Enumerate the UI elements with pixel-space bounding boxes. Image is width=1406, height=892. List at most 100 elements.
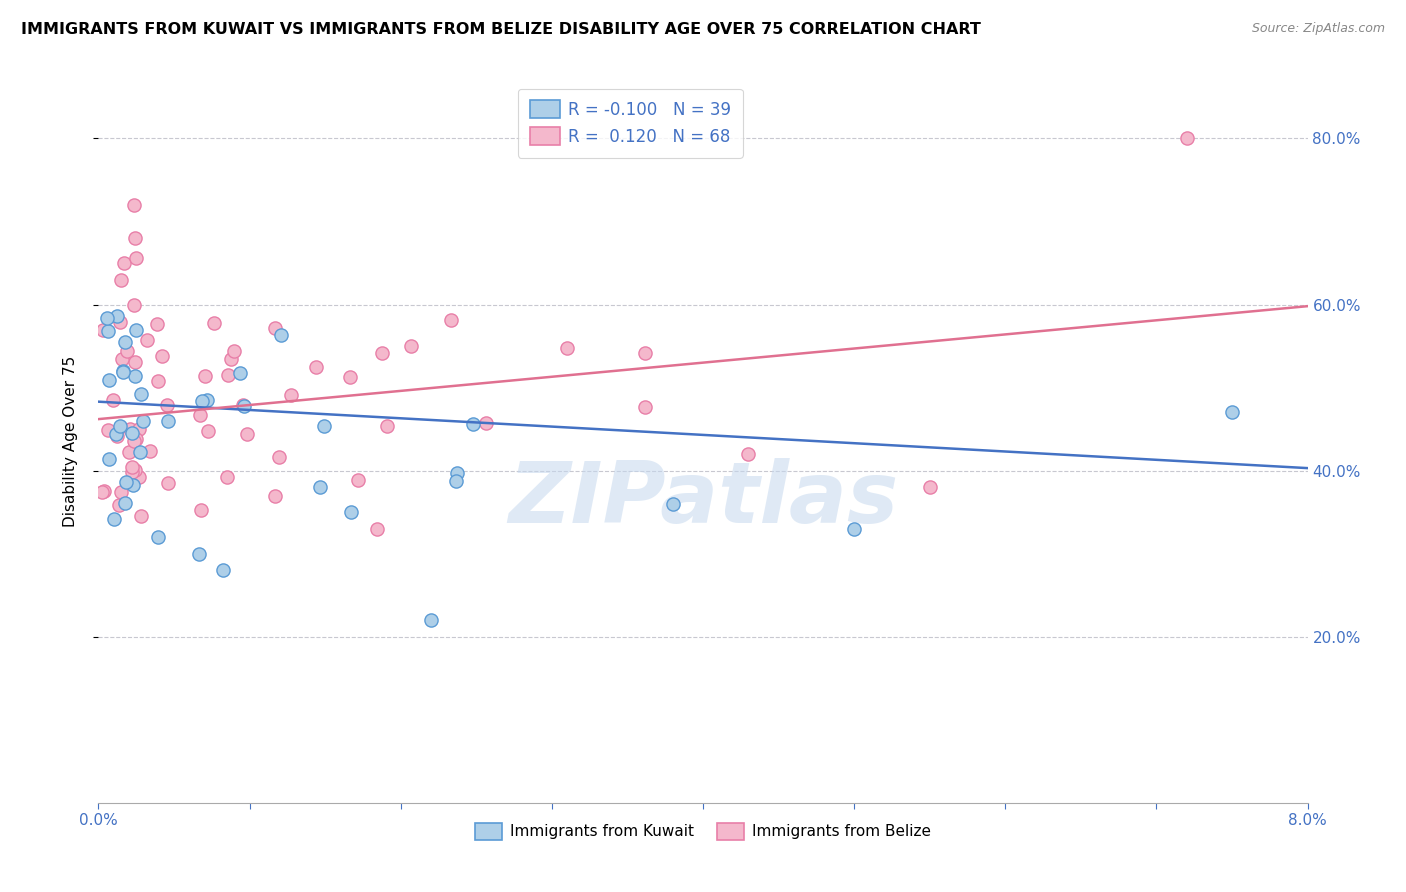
Point <box>229 366 252 380</box>
Point <box>97 374 120 388</box>
Point <box>195 392 218 407</box>
Point <box>115 475 138 490</box>
Point <box>97 452 120 467</box>
Point <box>156 398 179 412</box>
Point <box>146 374 169 388</box>
Point <box>202 316 225 330</box>
Point <box>1175 131 1198 145</box>
Point <box>270 328 292 343</box>
Point <box>212 563 235 577</box>
Point <box>115 343 138 358</box>
Point <box>97 423 120 437</box>
Text: ZIPatlas: ZIPatlas <box>508 458 898 541</box>
Point <box>312 418 335 433</box>
Point <box>129 387 152 401</box>
Point <box>96 310 118 325</box>
Point <box>844 522 866 536</box>
Point <box>97 324 120 338</box>
Point <box>128 422 150 436</box>
Point <box>105 427 128 442</box>
Point <box>118 421 141 435</box>
Point <box>280 388 302 402</box>
Point <box>124 369 146 384</box>
Point <box>132 414 155 428</box>
Point <box>146 530 169 544</box>
Point <box>224 344 246 359</box>
Legend: Immigrants from Kuwait, Immigrants from Belize: Immigrants from Kuwait, Immigrants from … <box>468 817 938 846</box>
Point <box>190 503 212 517</box>
Point <box>375 419 398 434</box>
Point <box>122 198 145 212</box>
Point <box>138 444 160 458</box>
Point <box>122 478 145 492</box>
Point <box>401 339 423 353</box>
Point <box>114 334 136 349</box>
Point <box>264 489 287 503</box>
Point <box>634 400 657 414</box>
Point <box>103 512 125 526</box>
Point <box>122 434 145 449</box>
Point <box>309 480 332 494</box>
Point <box>124 355 146 369</box>
Point <box>347 473 370 487</box>
Point <box>112 365 135 379</box>
Point <box>124 231 146 245</box>
Point <box>439 313 461 327</box>
Point <box>121 425 143 440</box>
Point <box>110 419 132 434</box>
Point <box>737 447 759 461</box>
Point <box>634 346 657 360</box>
Point <box>918 480 941 494</box>
Point <box>444 474 467 488</box>
Point <box>111 364 134 378</box>
Point <box>157 475 180 490</box>
Point <box>233 400 256 414</box>
Text: IMMIGRANTS FROM KUWAIT VS IMMIGRANTS FROM BELIZE DISABILITY AGE OVER 75 CORRELAT: IMMIGRANTS FROM KUWAIT VS IMMIGRANTS FRO… <box>21 22 981 37</box>
Point <box>125 251 148 265</box>
Point <box>112 256 135 270</box>
Point <box>90 485 112 500</box>
Point <box>555 341 578 355</box>
Point <box>125 323 148 337</box>
Point <box>194 368 217 383</box>
Point <box>110 352 132 367</box>
Point <box>110 272 132 286</box>
Point <box>150 349 173 363</box>
Point <box>146 317 169 331</box>
Point <box>129 444 152 458</box>
Point <box>129 508 152 523</box>
Point <box>339 370 361 384</box>
Point <box>446 466 468 480</box>
Point <box>305 359 328 374</box>
Point <box>269 450 291 465</box>
Point <box>93 484 115 499</box>
Point <box>264 320 287 334</box>
Point <box>91 323 114 337</box>
Point <box>215 470 238 484</box>
Point <box>121 465 143 479</box>
Point <box>197 424 219 438</box>
Point <box>236 426 259 441</box>
Point <box>188 408 211 422</box>
Point <box>136 333 159 347</box>
Point <box>1220 405 1243 419</box>
Point <box>217 368 239 382</box>
Point <box>128 470 150 484</box>
Point <box>221 351 243 366</box>
Point <box>118 445 141 459</box>
Point <box>475 416 498 430</box>
Point <box>661 497 683 511</box>
Point <box>124 463 146 477</box>
Point <box>461 417 484 432</box>
Point <box>125 432 148 446</box>
Point <box>105 309 128 323</box>
Point <box>371 346 394 360</box>
Point <box>108 498 131 512</box>
Point <box>124 297 146 311</box>
Point <box>110 485 132 500</box>
Point <box>121 459 143 474</box>
Point <box>420 613 443 627</box>
Point <box>366 522 388 536</box>
Point <box>105 429 128 443</box>
Point <box>101 393 124 408</box>
